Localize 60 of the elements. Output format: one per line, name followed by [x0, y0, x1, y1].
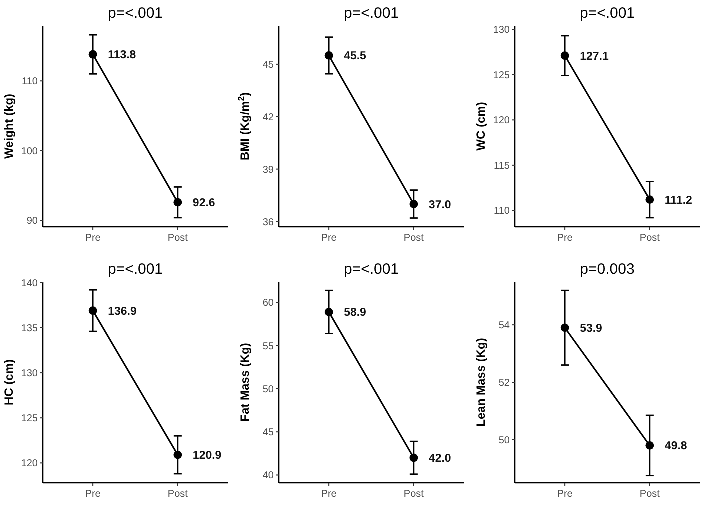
x-tick-label: Pre [85, 489, 102, 500]
data-label: 42.0 [428, 453, 452, 466]
x-tick-label: Post [640, 233, 660, 244]
data-label: 136.9 [108, 306, 137, 318]
chart-title: p=<.001 [580, 5, 636, 22]
y-axis-title: WC (cm) [474, 102, 488, 151]
x-tick-label: Pre [85, 233, 102, 244]
y-tick-label: 50 [262, 384, 274, 396]
data-label: 113.8 [108, 50, 137, 62]
data-label: 53.9 [580, 322, 602, 335]
y-tick-label: 100 [21, 146, 38, 158]
x-tick-label: Pre [321, 489, 338, 500]
y-tick-label: 90 [26, 216, 38, 228]
chart-title: p=<.001 [344, 5, 400, 22]
x-tick-label: Post [404, 489, 424, 500]
y-tick-label: 42 [262, 112, 274, 124]
y-axis-title: Weight (kg) [2, 94, 16, 160]
data-label: 58.9 [344, 307, 366, 320]
y-axis-title: HC (cm) [2, 359, 16, 406]
x-tick-label: Pre [557, 489, 574, 500]
chart-title: p=<.001 [344, 261, 400, 278]
y-tick-label: 130 [493, 25, 510, 36]
chart-title: p=0.003 [580, 261, 635, 278]
data-label: 111.2 [664, 194, 692, 207]
y-tick-label: 50 [498, 435, 510, 446]
x-tick-label: Pre [557, 233, 574, 244]
y-tick-label: 125 [493, 70, 510, 82]
data-label: 45.5 [344, 50, 368, 63]
x-tick-label: Pre [321, 233, 338, 244]
y-tick-label: 52 [498, 378, 510, 389]
data-label: 120.9 [192, 450, 222, 462]
y-tick-label: 120 [493, 116, 510, 127]
data-label: 49.8 [664, 440, 688, 453]
y-axis-title: Fat Mass (Kg) [238, 343, 252, 422]
y-tick-label: 110 [494, 206, 510, 218]
y-tick-label: 110 [22, 76, 38, 88]
y-tick-label: 45 [262, 60, 274, 71]
data-label: 127.1 [580, 50, 610, 63]
data-label: 92.6 [192, 198, 216, 210]
chart-title: p=<.001 [108, 261, 164, 278]
x-tick-label: Post [168, 233, 188, 244]
y-tick-label: 55 [262, 341, 274, 352]
y-tick-label: 125 [21, 414, 38, 425]
y-tick-label: 36 [262, 217, 274, 228]
y-tick-label: 54 [498, 320, 510, 332]
y-tick-label: 140 [21, 278, 38, 290]
y-tick-label: 120 [21, 458, 38, 470]
data-label: 37.0 [428, 199, 452, 212]
y-tick-label: 60 [262, 298, 274, 310]
y-tick-label: 45 [262, 428, 274, 439]
y-tick-label: 115 [494, 160, 510, 172]
x-tick-label: Post [640, 489, 660, 500]
chart-title: p=<.001 [108, 5, 164, 22]
y-tick-label: 130 [21, 368, 38, 380]
y-axis-title: Lean Mass (Kg) [474, 338, 488, 427]
y-tick-label: 39 [262, 164, 274, 176]
x-tick-label: Post [404, 233, 424, 244]
y-tick-label: 40 [262, 470, 274, 482]
y-tick-label: 135 [21, 323, 38, 334]
x-tick-label: Post [168, 489, 188, 500]
